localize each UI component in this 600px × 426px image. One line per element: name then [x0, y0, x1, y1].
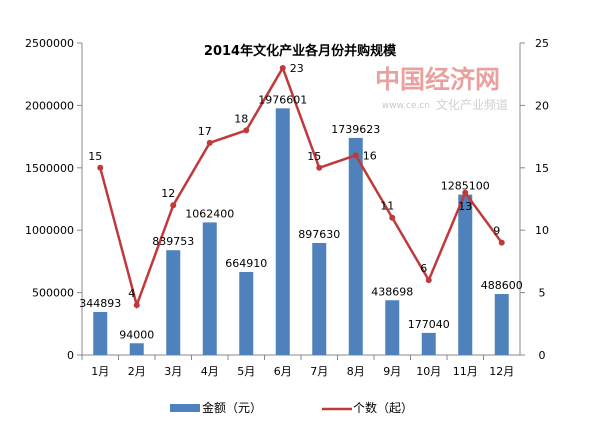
bar-value-label: 897630	[298, 228, 340, 241]
left-tick-label: 1000000	[25, 224, 74, 237]
bar-value-label: 177040	[408, 318, 450, 331]
bar	[348, 137, 363, 355]
line-point	[389, 214, 396, 221]
line-point	[279, 64, 286, 71]
line-value-label: 4	[128, 287, 135, 300]
bar	[494, 294, 509, 355]
bar-value-label: 488600	[481, 279, 523, 292]
legend: 金额（元） 个数（起）	[170, 400, 413, 415]
bar-value-label: 344893	[79, 297, 121, 310]
line-value-label: 16	[363, 149, 377, 162]
left-tick-label: 2500000	[25, 37, 74, 50]
left-tick-label: 500000	[32, 287, 74, 300]
line-value-label: 12	[161, 187, 175, 200]
line-value-label: 9	[493, 225, 500, 238]
bar-value-label: 1976601	[258, 93, 307, 106]
line-value-label: 18	[234, 112, 248, 125]
line-point	[425, 277, 432, 284]
x-tick-label: 6月	[274, 365, 292, 378]
right-tick-label: 5	[539, 287, 546, 300]
line-point	[97, 164, 104, 171]
watermark: 中国经济网 www.ce.cn 文化产业频道	[375, 65, 508, 112]
bar	[129, 343, 144, 355]
legend-bar-swatch	[170, 404, 200, 412]
bar	[202, 222, 217, 355]
x-tick-label: 11月	[453, 365, 478, 378]
bar-value-label: 1285100	[441, 180, 490, 193]
bar	[421, 332, 436, 355]
bar	[312, 242, 327, 355]
chart-title: 2014年文化产业各月份并购规模	[204, 43, 397, 59]
bar-value-label: 94000	[119, 328, 154, 341]
watermark-channel: 文化产业频道	[436, 97, 508, 112]
x-tick-label: 7月	[310, 365, 328, 378]
line-value-label: 6	[420, 262, 427, 275]
line-point	[206, 139, 213, 146]
x-tick-label: 3月	[164, 365, 182, 378]
bar	[166, 250, 181, 355]
line-value-label: 13	[458, 200, 472, 213]
legend-line-label: 个数（起）	[353, 400, 413, 415]
line-point	[352, 152, 359, 159]
right-tick-label: 10	[535, 224, 549, 237]
x-tick-label: 5月	[237, 365, 255, 378]
x-tick-label: 1月	[91, 365, 109, 378]
x-tick-label: 4月	[201, 365, 219, 378]
right-tick-label: 15	[535, 162, 549, 175]
line-value-label: 11	[380, 200, 394, 213]
left-tick-label: 1500000	[25, 162, 74, 175]
bar	[93, 311, 108, 355]
right-tick-label: 20	[535, 99, 549, 112]
x-tick-label: 8月	[347, 365, 365, 378]
line-value-label: 15	[88, 150, 102, 163]
line-value-label: 23	[290, 62, 304, 75]
right-tick-label: 25	[535, 37, 549, 50]
right-tick-label: 0	[539, 349, 546, 362]
left-tick-label: 2000000	[25, 99, 74, 112]
legend-bar-label: 金额（元）	[202, 400, 262, 415]
bar	[275, 108, 290, 356]
bar	[458, 194, 473, 355]
line-point	[243, 127, 250, 134]
bar	[239, 272, 254, 355]
bar	[385, 300, 400, 355]
x-tick-label: 2月	[128, 365, 146, 378]
bar-value-label: 664910	[225, 257, 267, 270]
line-point	[462, 189, 469, 196]
x-tick-label: 10月	[416, 365, 441, 378]
bar-value-label: 1062400	[185, 207, 234, 220]
line-point	[498, 239, 505, 246]
watermark-logo: 中国经济网	[375, 65, 500, 94]
x-tick-label: 9月	[383, 365, 401, 378]
bar-value-label: 839753	[152, 235, 194, 248]
line-point	[133, 302, 140, 309]
line-point	[170, 202, 177, 209]
watermark-url: www.ce.cn	[382, 101, 430, 111]
bar-value-label: 438698	[371, 285, 413, 298]
series-line	[99, 65, 503, 310]
bar-value-label: 1739623	[331, 123, 380, 136]
line-point	[316, 164, 323, 171]
left-tick-label: 0	[67, 349, 74, 362]
line-value-label: 17	[198, 125, 212, 138]
x-tick-label: 12月	[489, 365, 514, 378]
line-value-label: 15	[307, 150, 321, 163]
